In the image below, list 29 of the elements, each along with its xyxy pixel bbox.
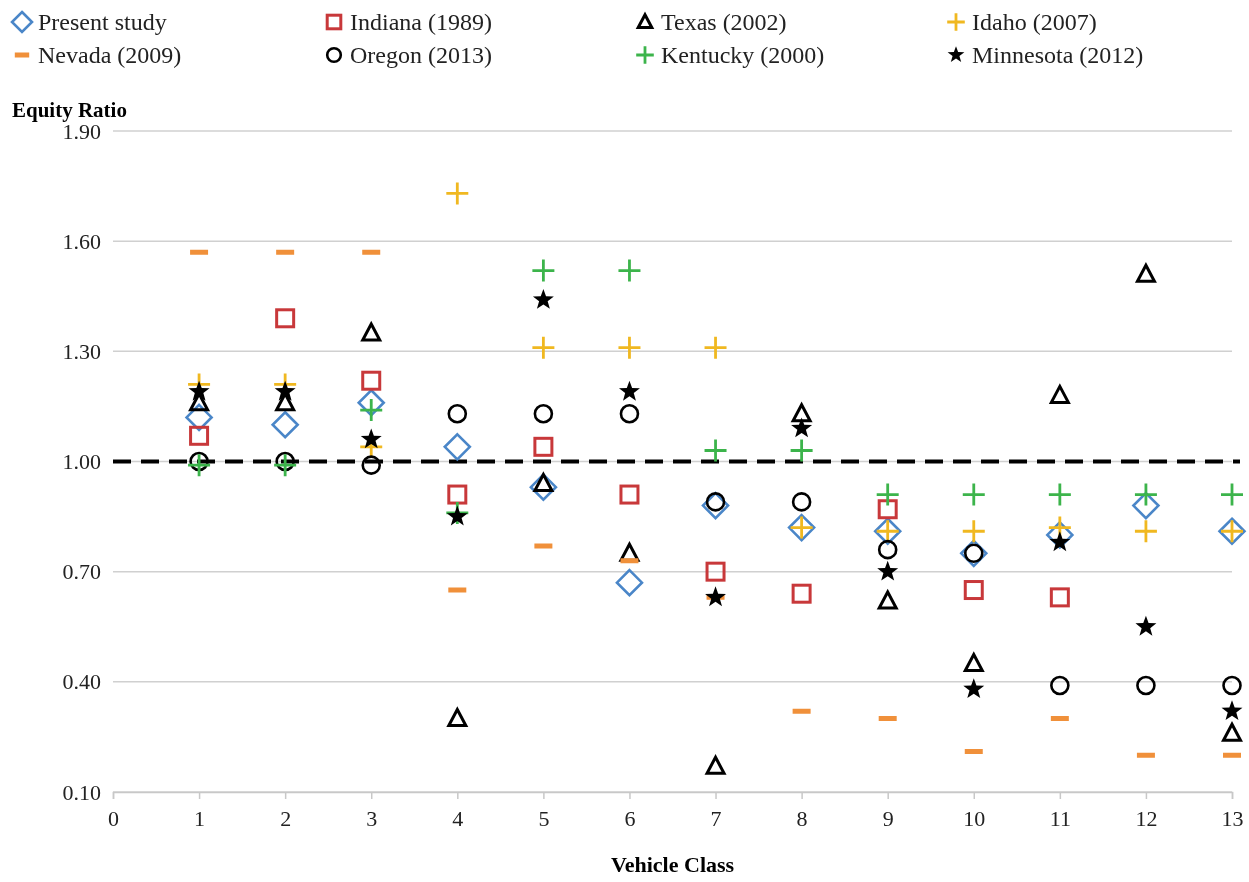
legend-label: Nevada (2009) xyxy=(38,42,182,68)
x-tick-label: 3 xyxy=(366,806,378,832)
legend-label: Texas (2002) xyxy=(661,9,787,35)
x-axis-title: Vehicle Class xyxy=(610,852,735,877)
y-tick-label: 0.70 xyxy=(62,559,101,585)
legend-label: Idaho (2007) xyxy=(972,9,1097,35)
legend-label: Indiana (1989) xyxy=(350,9,492,35)
x-tick-label: 11 xyxy=(1049,806,1071,832)
x-tick-label: 6 xyxy=(624,806,636,832)
x-tick-label: 9 xyxy=(882,806,894,832)
x-tick-label: 1 xyxy=(194,806,206,832)
x-tick-label: 10 xyxy=(963,806,986,832)
legend-label: Present study xyxy=(38,9,167,35)
y-tick-label: 0.40 xyxy=(62,669,101,695)
x-tick-label: 0 xyxy=(108,806,119,832)
x-tick-label: 7 xyxy=(710,806,722,832)
legend-label: Oregon (2013) xyxy=(350,42,492,68)
x-tick-label: 5 xyxy=(538,806,550,832)
legend-label: Kentucky (2000) xyxy=(661,42,825,68)
x-tick-label: 13 xyxy=(1221,806,1244,832)
y-tick-label: 1.00 xyxy=(62,449,101,475)
y-tick-label: 0.10 xyxy=(62,779,101,805)
x-tick-label: 8 xyxy=(796,806,808,832)
legend-label: Minnesota (2012) xyxy=(972,42,1144,68)
x-tick-label: 4 xyxy=(452,806,464,832)
x-tick-label: 12 xyxy=(1135,806,1158,832)
x-tick-label: 2 xyxy=(280,806,292,832)
y-tick-label: 1.30 xyxy=(62,338,101,364)
y-tick-label: 1.60 xyxy=(62,228,101,254)
